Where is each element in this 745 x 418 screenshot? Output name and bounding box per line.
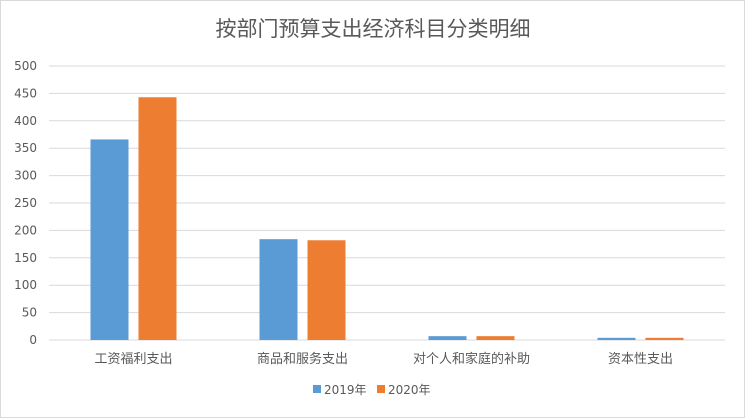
y-tick-label: 250 (14, 196, 37, 210)
x-category-label: 资本性支出 (608, 352, 673, 367)
legend-swatch (313, 385, 321, 393)
chart-title: 按部门预算支出经济科目分类明细 (216, 17, 531, 41)
bar-series1 (259, 239, 298, 340)
y-tick-label: 300 (14, 169, 37, 183)
y-tick-label: 400 (14, 114, 37, 128)
bar-series2 (138, 97, 177, 341)
bar-series2 (645, 337, 684, 340)
y-tick-label: 100 (14, 278, 37, 292)
y-tick-label: 150 (14, 251, 37, 265)
bars (90, 97, 684, 341)
y-tick-label: 0 (29, 333, 37, 347)
legend-label: 2019年 (324, 383, 367, 397)
legend: 2019年 2020年 (313, 383, 431, 397)
y-tick-label: 350 (14, 141, 37, 155)
bar-series1 (597, 337, 636, 340)
y-tick-label: 500 (14, 59, 37, 73)
x-category-label: 工资福利支出 (94, 352, 172, 367)
y-tick-label: 450 (14, 86, 37, 100)
x-category-label: 商品和服务支出 (257, 351, 348, 367)
y-axis-ticks: 0 50 100 150 200 250 300 350 400 450 500 (14, 59, 37, 347)
y-tick-label: 200 (14, 223, 37, 237)
x-category-label: 对个人和家庭的补助 (413, 351, 530, 367)
bar-series2 (307, 240, 346, 340)
y-tick-label: 50 (22, 306, 37, 320)
bar-series1 (90, 139, 129, 340)
bar-series2 (476, 336, 515, 340)
legend-label: 2020年 (388, 383, 431, 397)
legend-swatch (377, 385, 385, 393)
bar-series1 (428, 336, 467, 340)
x-axis-categories: 工资福利支出 商品和服务支出 对个人和家庭的补助 资本性支出 (94, 351, 673, 367)
